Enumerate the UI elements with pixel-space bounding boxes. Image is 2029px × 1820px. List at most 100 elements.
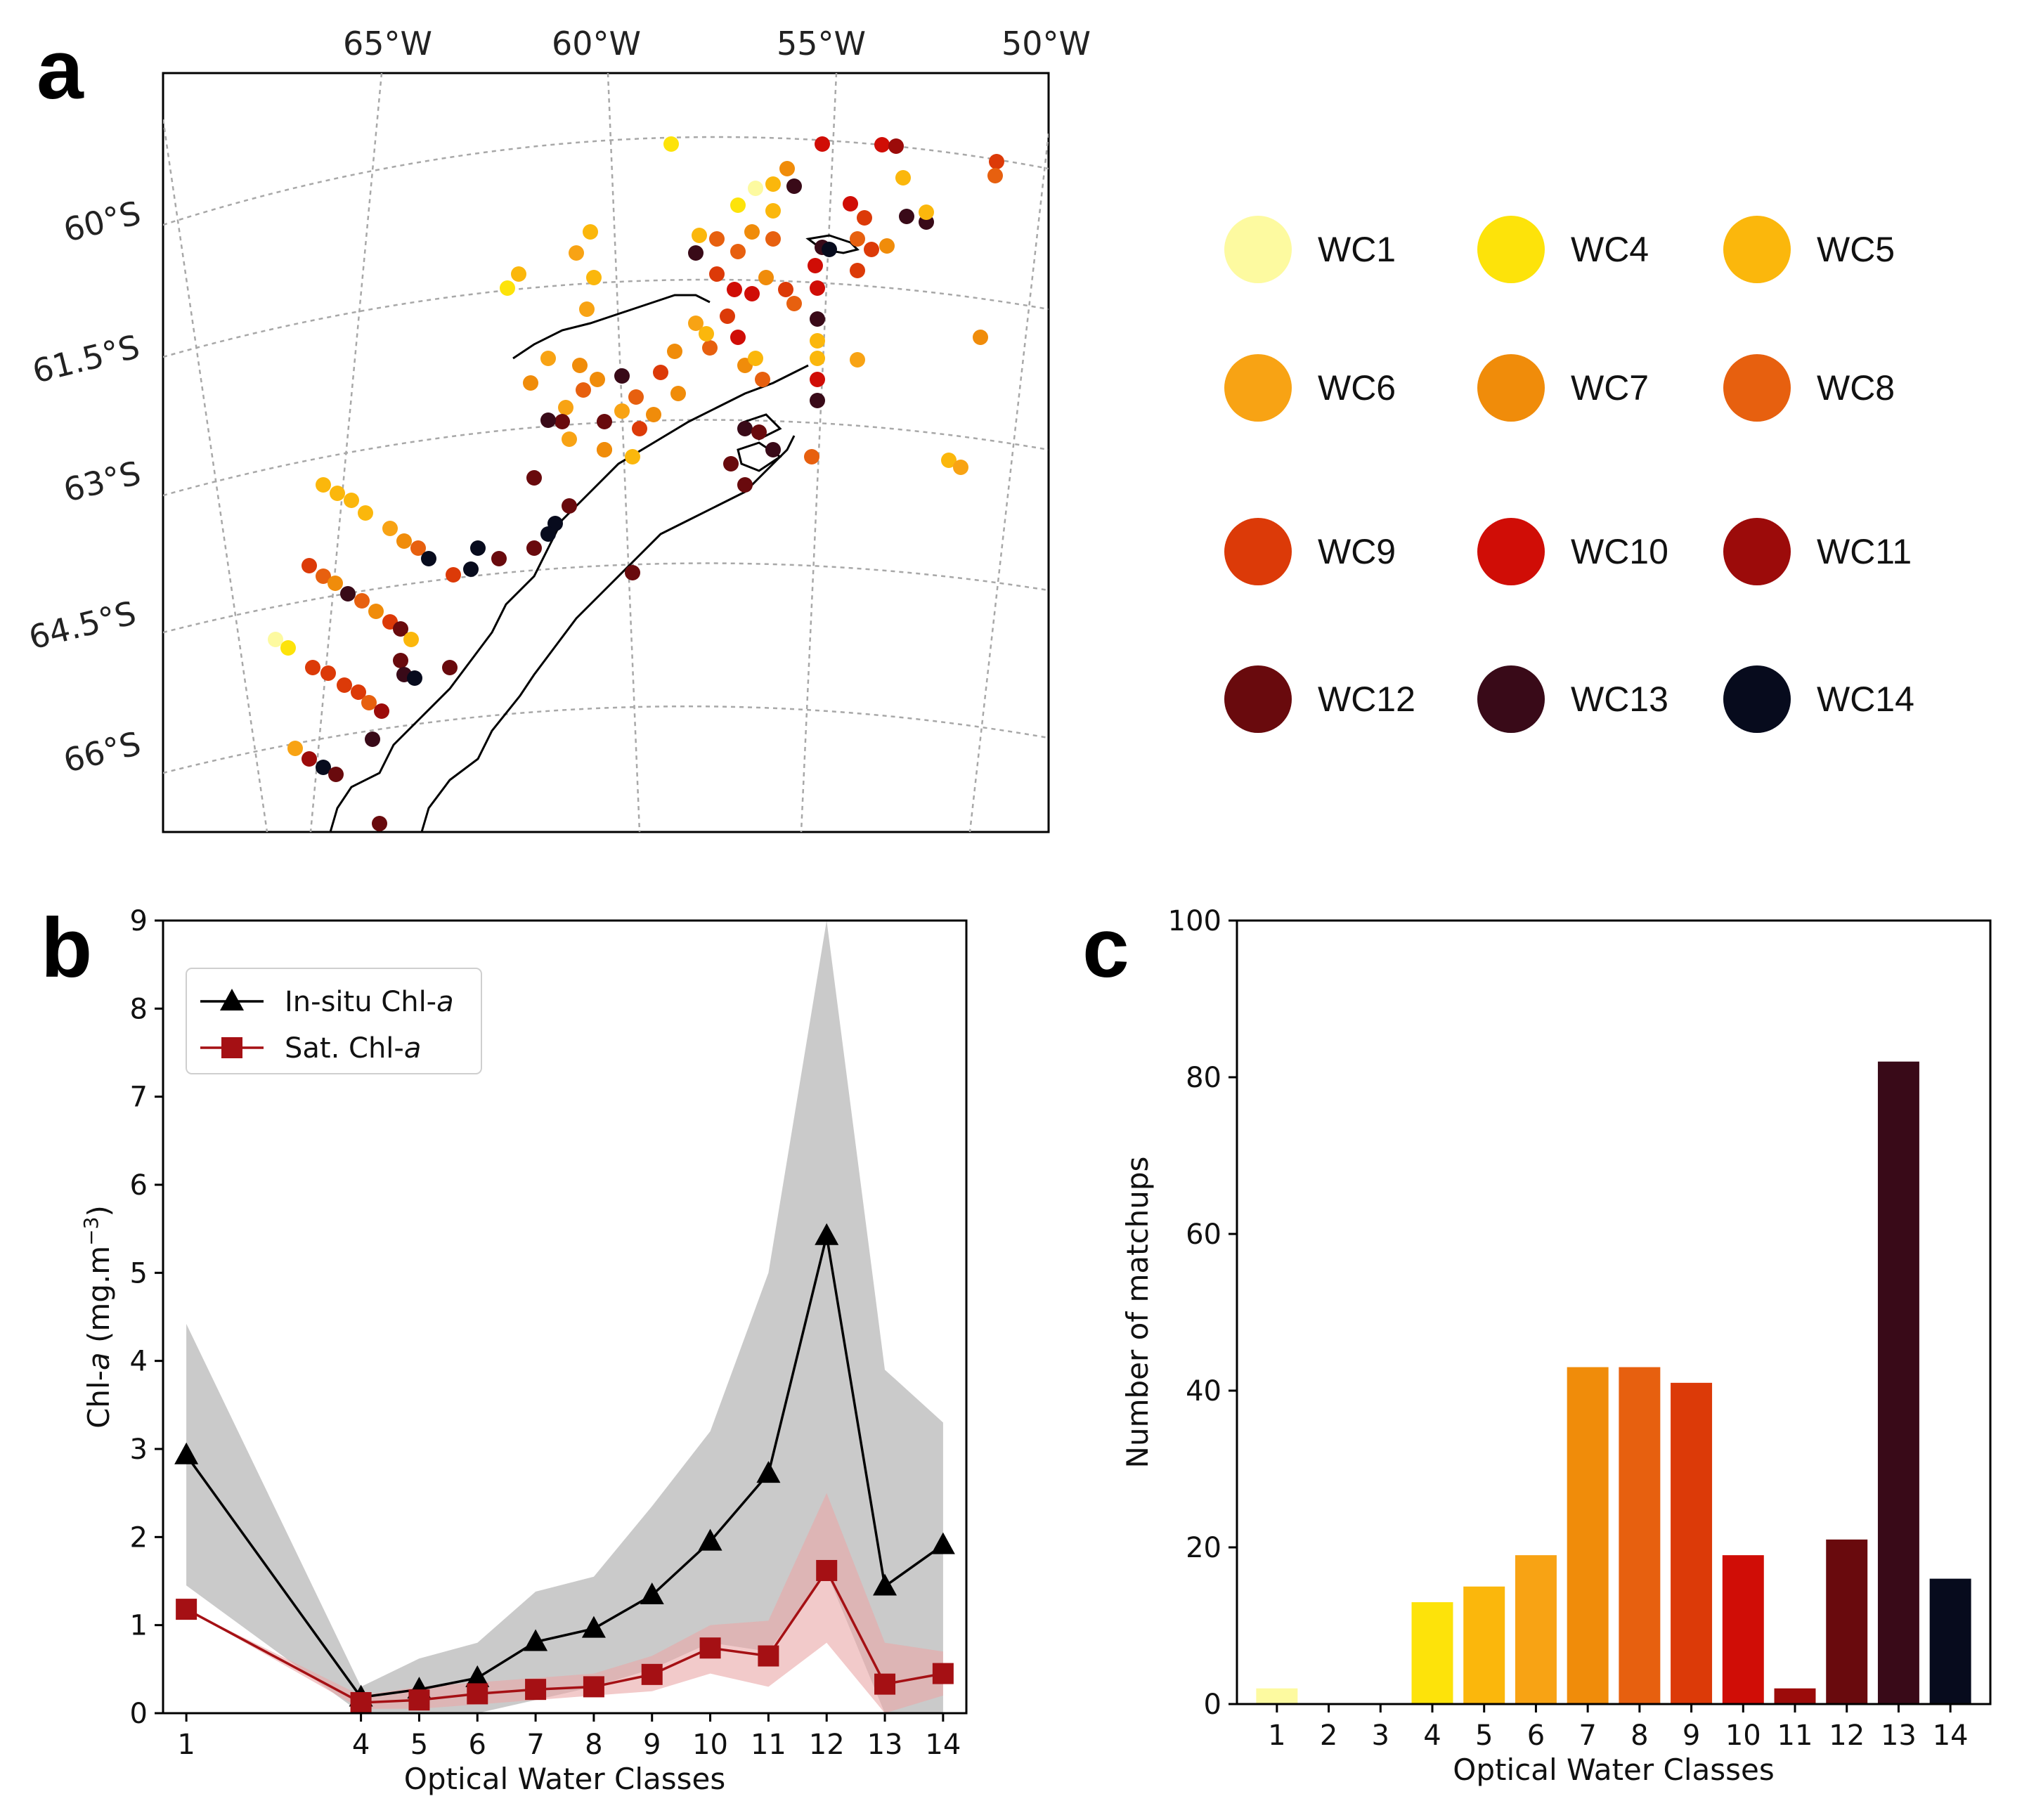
x-tick-label: 1 — [1268, 1720, 1285, 1752]
plot-frame — [162, 919, 968, 1715]
station-point — [737, 421, 753, 436]
legend-triangle-marker — [220, 989, 244, 1010]
station-point — [919, 204, 934, 220]
station-point — [989, 154, 1004, 169]
station-point — [953, 460, 968, 475]
station-point — [320, 665, 336, 681]
station-point — [393, 653, 408, 668]
legend-label-wc12: WC12 — [1318, 680, 1415, 719]
station-point — [344, 493, 359, 508]
station-point — [692, 228, 707, 243]
station-point — [316, 568, 331, 584]
station-point — [328, 767, 344, 782]
station-point — [302, 751, 317, 767]
station-point — [403, 632, 419, 647]
bar-class-5 — [1463, 1586, 1505, 1704]
y-tick-label: 60 — [1186, 1218, 1221, 1251]
station-point — [888, 138, 904, 154]
station-point — [628, 389, 644, 405]
station-point — [361, 695, 377, 710]
insitu-marker — [756, 1461, 781, 1483]
sat-marker — [525, 1679, 547, 1701]
station-point — [368, 604, 384, 619]
station-point — [511, 266, 526, 282]
station-point — [470, 540, 486, 556]
station-point — [822, 242, 837, 257]
legend-swatch-wc8 — [1723, 354, 1791, 422]
station-point — [987, 168, 1003, 183]
station-point — [287, 741, 303, 756]
station-point — [572, 358, 588, 373]
bar-class-14 — [1929, 1578, 1971, 1704]
y-tick-label: 9 — [130, 905, 148, 937]
x-tick-label: 7 — [1579, 1720, 1596, 1752]
y-tick-label: 6 — [130, 1169, 148, 1202]
x-tick-label: 4 — [1423, 1720, 1441, 1752]
station-point — [709, 266, 725, 282]
x-tick-label: 2 — [1320, 1720, 1337, 1752]
station-point — [586, 270, 602, 285]
y-tick-label: 40 — [1186, 1375, 1221, 1408]
insitu-marker — [524, 1629, 548, 1651]
sat-marker — [350, 1691, 372, 1713]
lon-label-60w: 60°W — [552, 25, 641, 63]
station-point — [667, 344, 682, 359]
x-tick-label: 6 — [1527, 1720, 1545, 1752]
station-point — [720, 308, 735, 324]
legend-label-wc14: WC14 — [1817, 680, 1914, 719]
station-point — [382, 521, 398, 536]
station-point — [393, 621, 408, 637]
x-tick-label: 8 — [585, 1729, 602, 1761]
station-point — [558, 400, 573, 415]
station-point — [688, 316, 704, 331]
y-tick-label: 3 — [130, 1434, 148, 1466]
station-point — [702, 340, 718, 356]
station-point — [810, 280, 825, 296]
joinville-island — [737, 441, 782, 472]
station-point — [328, 576, 343, 591]
sat-marker — [467, 1683, 488, 1705]
station-point — [421, 551, 436, 566]
station-point — [765, 442, 781, 457]
station-point — [879, 238, 895, 254]
sat-marker — [699, 1637, 721, 1659]
station-point — [372, 816, 387, 831]
station-point — [354, 593, 370, 609]
lat-label-60s: 60°S — [60, 194, 145, 249]
x-tick-label: 11 — [751, 1729, 786, 1761]
station-point — [597, 442, 612, 457]
bar-class-8 — [1619, 1367, 1661, 1704]
legend-swatch-wc12 — [1224, 665, 1292, 733]
legend-label-wc13: WC13 — [1571, 680, 1668, 719]
x-tick-label: 10 — [1725, 1720, 1761, 1752]
station-point — [614, 368, 630, 384]
parallel-66s — [163, 705, 1049, 774]
station-point — [340, 586, 356, 602]
y-tick-label: 4 — [130, 1346, 148, 1378]
sat-marker — [758, 1645, 779, 1667]
parallel-64-5s — [163, 562, 1049, 634]
station-point — [810, 333, 825, 349]
station-point — [523, 375, 538, 391]
legend-swatch-wc14 — [1723, 665, 1791, 733]
station-point — [526, 470, 542, 486]
y-axis-label: Chl-a (mg.m−3) — [79, 1205, 116, 1429]
x-tick-label: 5 — [410, 1729, 428, 1761]
uncertainty-band-1 — [186, 1493, 943, 1713]
legend-swatch-wc9 — [1224, 518, 1292, 585]
legend-entry-0: In-situ Chl-a — [285, 986, 454, 1018]
station-point — [579, 301, 595, 317]
insitu-marker — [815, 1223, 839, 1245]
sat-marker — [874, 1673, 896, 1695]
station-point — [810, 351, 825, 366]
station-point — [850, 231, 865, 247]
station-point — [562, 498, 577, 514]
station-point — [526, 540, 542, 556]
y-tick-label: 100 — [1168, 905, 1221, 937]
insitu-marker — [698, 1528, 722, 1551]
station-point — [540, 412, 556, 428]
legend-label-wc11: WC11 — [1817, 532, 1912, 571]
station-point — [941, 453, 957, 468]
